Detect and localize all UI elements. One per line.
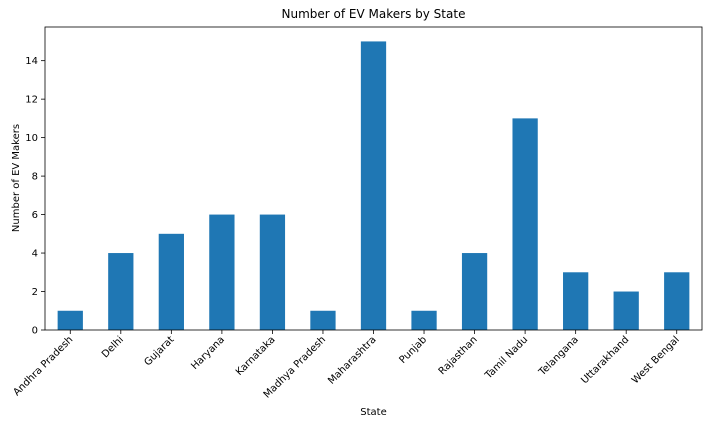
y-tick-label: 10: [25, 133, 38, 144]
bar: [108, 253, 134, 330]
y-tick-label: 8: [32, 172, 38, 183]
y-tick-label: 0: [32, 326, 38, 337]
bar: [613, 291, 639, 330]
plot-area: 0 2 4 6 8 10 12 14 Andhra Pradesh Delhi Gujarat Har…: [11, 26, 703, 401]
y-tick-label: 14: [25, 56, 38, 67]
bar: [563, 272, 589, 330]
chart-title: Number of EV Makers by State: [282, 7, 466, 21]
x-tick-label: Haryana: [189, 334, 227, 372]
y-axis-label: Number of EV Makers: [11, 124, 22, 232]
y-tick-label: 2: [32, 287, 38, 298]
y-tick-label: 4: [32, 249, 38, 260]
bar: [259, 214, 286, 330]
bar: [57, 310, 83, 330]
bar: [512, 118, 538, 330]
x-tick-label: Delhi: [100, 334, 126, 360]
x-tick-label: Karnataka: [234, 334, 278, 378]
x-tick-label: Punjab: [397, 334, 429, 366]
bar: [664, 272, 690, 330]
x-tick-label: Rajasthan: [437, 334, 480, 377]
bar: [209, 214, 235, 330]
bar: [158, 233, 184, 330]
plot-frame: [44, 26, 703, 331]
bar: [310, 310, 336, 330]
bar: [411, 310, 437, 330]
y-tick-label: 6: [32, 210, 38, 221]
bar: [360, 41, 387, 331]
x-tick-label: Gujarat: [142, 334, 176, 368]
x-tick-label: West Bengal: [630, 334, 682, 386]
x-tick-label: Tamil Nadu: [483, 334, 531, 382]
x-tick-label: Telangana: [536, 334, 580, 378]
bar: [461, 253, 488, 330]
x-axis-label: State: [360, 407, 386, 418]
x-tick-label: Uttarakhand: [579, 334, 631, 386]
x-tick-label: Andhra Pradesh: [11, 334, 75, 398]
x-tick-label: Maharashtra: [326, 334, 378, 386]
y-tick-label: 12: [25, 95, 38, 106]
